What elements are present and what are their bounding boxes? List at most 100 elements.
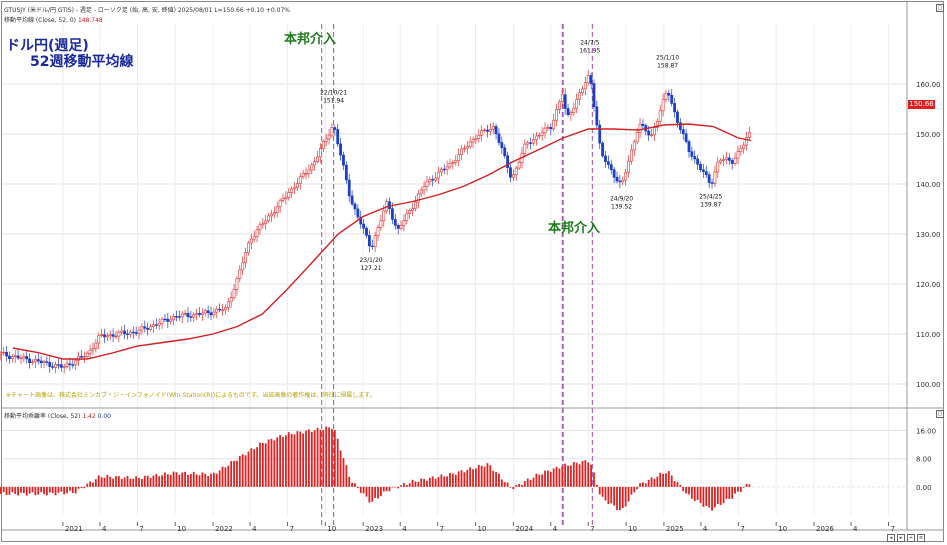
- candle-body: [22, 356, 26, 359]
- deviation-bar: [400, 485, 402, 487]
- candle-body: [419, 189, 423, 195]
- candle-body: [690, 151, 694, 157]
- x-tick-label: 2021: [65, 525, 83, 533]
- deviation-bar: [379, 486, 382, 497]
- deviation-bar: [143, 475, 146, 487]
- deviation-bar: [547, 470, 549, 487]
- x-tick-label: 4: [252, 525, 257, 533]
- deviation-bar: [339, 450, 342, 487]
- candle-body: [673, 103, 676, 113]
- candle-body: [307, 169, 311, 174]
- candle-body: [48, 362, 52, 367]
- candle-body: [563, 94, 567, 109]
- deviation-bar: [388, 486, 391, 492]
- candle-body: [319, 148, 322, 158]
- deviation-bar: [115, 476, 117, 487]
- candle-body: [658, 110, 662, 122]
- deviation-bar: [745, 483, 748, 487]
- deviation-bar: [8, 486, 11, 495]
- deviation-bar: [204, 473, 207, 487]
- candle-body: [120, 330, 124, 333]
- x-tick-label: 2026: [816, 525, 834, 533]
- candle-body: [313, 161, 317, 166]
- deviation-bar: [89, 481, 91, 487]
- deviation-bar: [17, 486, 19, 496]
- intervention-label-2022: 本邦介入: [284, 32, 337, 47]
- deviation-bar: [276, 437, 279, 487]
- deviation-bar: [161, 475, 163, 487]
- candle-body: [391, 208, 394, 220]
- candle-body: [54, 364, 57, 368]
- candle-body: [290, 188, 294, 193]
- panel-maximize-icon[interactable]: □: [936, 410, 944, 418]
- deviation-bar: [305, 430, 307, 487]
- candle-body: [445, 166, 449, 170]
- candle-body: [152, 324, 155, 328]
- deviation-bar: [152, 475, 155, 487]
- candle-body: [581, 88, 584, 94]
- deviation-bar: [699, 486, 702, 504]
- candles-layer: [0, 69, 751, 374]
- deviation-bar: [371, 486, 374, 502]
- deviation-bar: [601, 486, 604, 497]
- candle-body: [710, 182, 714, 184]
- candle-body: [195, 313, 199, 315]
- candle-body: [74, 359, 78, 366]
- x-tick-label: 2023: [365, 525, 383, 533]
- deviation-bar: [201, 472, 204, 487]
- deviation-bar: [192, 471, 195, 487]
- candle-body: [206, 310, 210, 314]
- scroll-right-icon[interactable]: ▸: [897, 534, 905, 542]
- candle-body: [653, 127, 656, 136]
- candle-body: [437, 171, 440, 179]
- deviation-bar: [420, 478, 423, 487]
- deviation-bar: [737, 486, 739, 492]
- candle-body: [529, 142, 533, 144]
- candle-body: [664, 92, 668, 100]
- ma-layer: [12, 123, 752, 360]
- dev-tick-label: 8.00: [916, 456, 932, 464]
- deviation-bar: [529, 479, 532, 487]
- candle-body: [19, 357, 23, 360]
- candle-body: [373, 235, 377, 248]
- candle-body: [13, 355, 17, 358]
- candle-body: [287, 192, 291, 198]
- maximize-icon[interactable]: □: [936, 4, 944, 12]
- y-tick-label: 140.00: [916, 181, 941, 189]
- deviation-bar: [187, 474, 189, 487]
- deviation-bar: [207, 476, 210, 487]
- deviation-bar: [238, 456, 241, 487]
- candle-body: [100, 334, 104, 336]
- deviation-bar: [284, 435, 287, 487]
- candle-body: [506, 155, 509, 168]
- deviation-bar: [394, 486, 397, 488]
- candle-body: [186, 312, 190, 317]
- x-tick-label: 7: [890, 525, 894, 533]
- deviation-bar: [233, 460, 235, 487]
- deviation-bar: [665, 473, 667, 487]
- deviation-bar: [132, 478, 135, 487]
- deviation-bar: [725, 486, 728, 499]
- candle-body: [264, 220, 268, 225]
- candle-body: [736, 151, 740, 159]
- deviation-bar: [584, 460, 587, 487]
- deviation-bar: [659, 472, 662, 487]
- zoom-icon[interactable]: +: [907, 534, 915, 542]
- candle-body: [569, 112, 573, 115]
- candle-body: [402, 220, 406, 226]
- scroll-left-icon[interactable]: ◂: [887, 534, 895, 542]
- deviation-bar: [138, 477, 140, 487]
- candle-body: [534, 135, 538, 140]
- deviation-bar: [86, 483, 89, 487]
- settings-icon[interactable]: ≡: [917, 534, 925, 542]
- deviation-bar: [348, 476, 351, 487]
- deviation-bar: [146, 475, 149, 487]
- candle-body: [684, 133, 688, 142]
- deviation-bar: [558, 468, 561, 487]
- deviation-bar: [20, 486, 22, 493]
- candle-body: [105, 335, 109, 338]
- candle-body: [200, 312, 204, 315]
- candle-body: [509, 167, 512, 178]
- candle-body: [488, 128, 492, 132]
- ma-line: [12, 123, 752, 360]
